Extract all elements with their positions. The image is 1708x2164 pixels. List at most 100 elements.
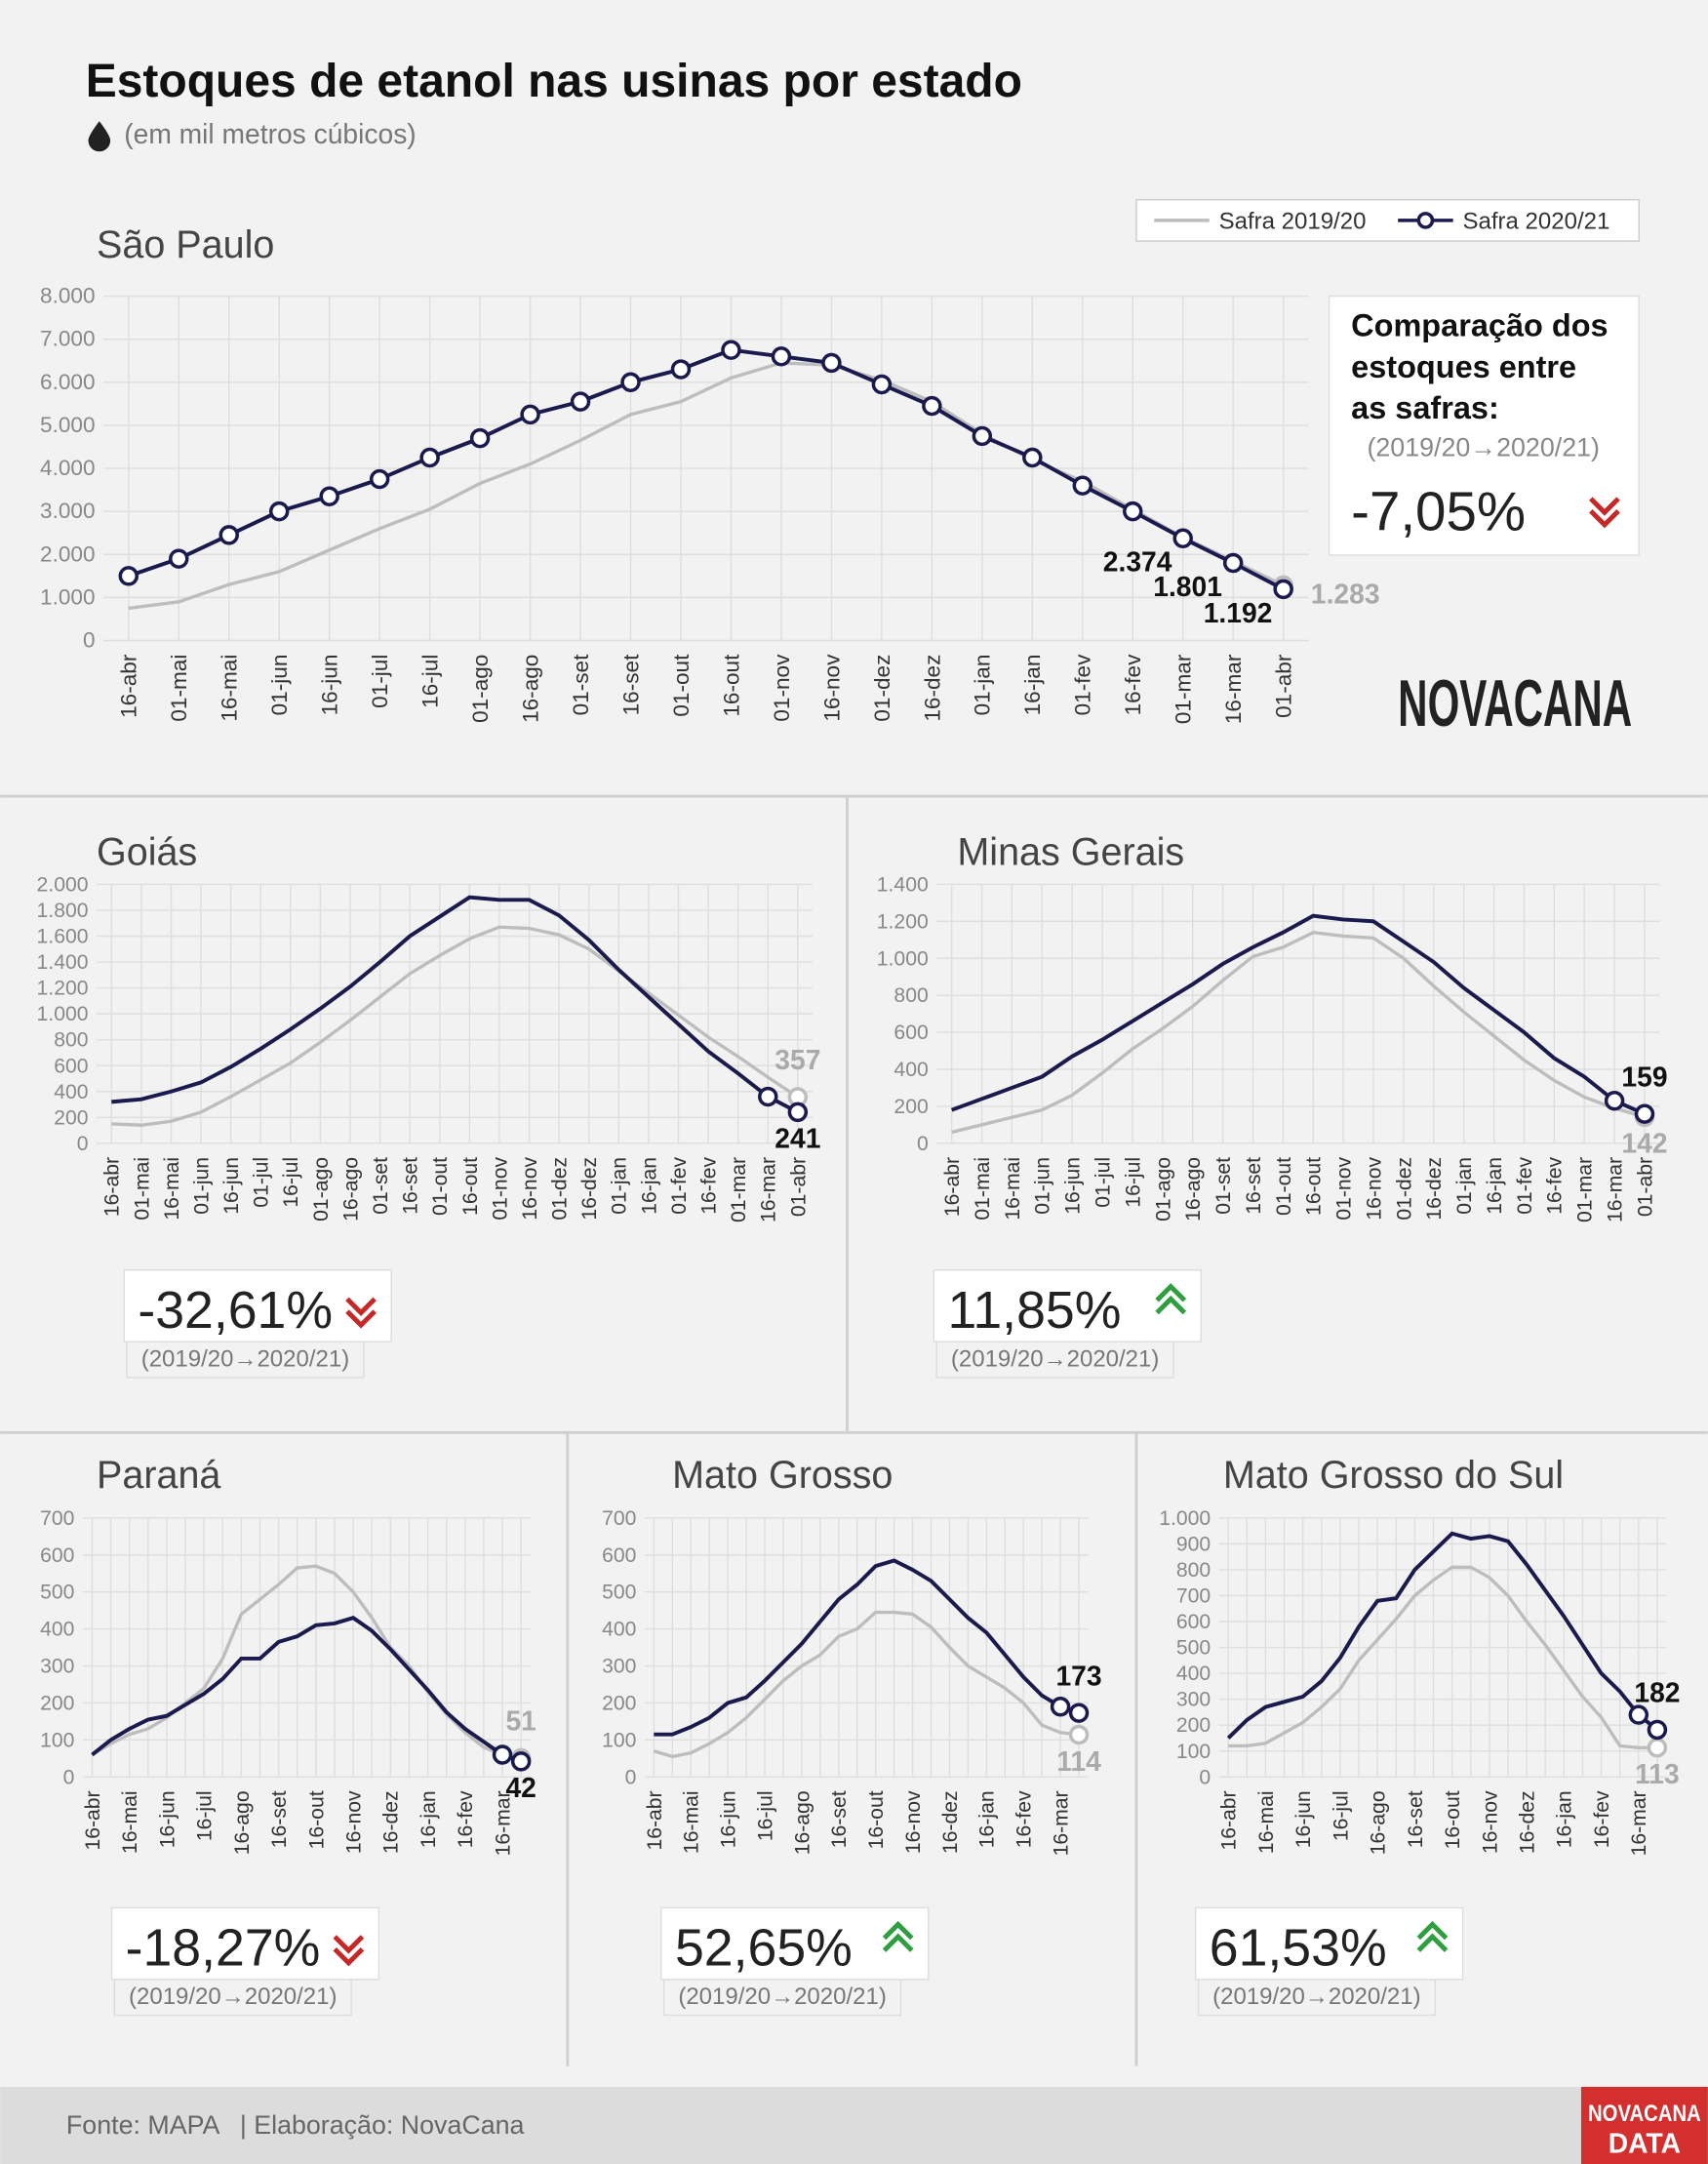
x-tick-label: 01-set <box>1212 1157 1235 1215</box>
x-tick-label: 16-jul <box>1330 1790 1352 1841</box>
series-line <box>950 913 1646 1116</box>
page-subtitle: (em mil metros cúbicos) <box>124 118 416 149</box>
x-tick-label: 16-fev <box>455 1790 477 1848</box>
x-tick-label: 16-ago <box>339 1157 362 1222</box>
y-tick-label: 1.400 <box>37 951 89 974</box>
point-marker <box>1647 1738 1668 1758</box>
y-tick-label: 300 <box>602 1656 636 1678</box>
x-tick-label: 16-dez <box>578 1157 601 1221</box>
point-marker <box>1068 1703 1090 1723</box>
x-tick-label: 01-set <box>370 1157 392 1215</box>
comparison-change: -32,61% <box>138 1281 333 1340</box>
x-tick-label: 01-jul <box>251 1157 273 1208</box>
y-tick-label: 1.000 <box>877 947 929 970</box>
point-marker <box>118 566 139 586</box>
x-tick-label: 16-jan <box>976 1790 999 1848</box>
x-tick-label: 01-set <box>569 654 593 715</box>
comparison-box <box>110 1906 380 1981</box>
x-tick-label: 01-jul <box>368 655 392 708</box>
y-tick-label: 800 <box>54 1029 88 1052</box>
chart-title: Mato Grosso do Sul <box>1223 1454 1564 1497</box>
y-tick-label: 800 <box>894 984 928 1007</box>
trend-arrow <box>1155 1295 1187 1315</box>
y-tick-label: 1.600 <box>37 926 89 948</box>
y-tick-label: 200 <box>54 1106 88 1129</box>
x-tick-label: 16-nov <box>819 654 844 722</box>
x-tick-label: 16-mai <box>681 1790 703 1854</box>
value-label: 1.283 <box>1311 578 1380 609</box>
comparison-period: (2019/20→2020/21) <box>1212 1984 1421 2010</box>
x-tick-label: 16-mai <box>218 655 242 722</box>
value-label: 42 <box>505 1772 536 1803</box>
value-label: 1.192 <box>1204 597 1273 628</box>
x-tick-label: 16-jun <box>1062 1157 1085 1215</box>
comparison-period-box <box>126 1335 365 1379</box>
y-tick-label: 7.000 <box>40 327 96 351</box>
point-marker <box>1172 528 1193 549</box>
y-tick-label: 200 <box>894 1096 928 1118</box>
x-tick-label: 16-fev <box>697 1157 720 1215</box>
x-tick-label: 16-ago <box>231 1790 254 1855</box>
x-tick-label: 01-nov <box>770 654 794 722</box>
chart-title: Goiás <box>97 831 197 874</box>
y-tick-label: 2.000 <box>37 873 89 896</box>
point-marker <box>510 1751 532 1772</box>
x-tick-label: 16-jan <box>638 1157 660 1215</box>
x-tick-label: 01-jul <box>1092 1157 1114 1208</box>
y-tick-label: 500 <box>602 1582 636 1604</box>
point-marker <box>319 486 339 506</box>
trend-arrow <box>345 1309 377 1329</box>
x-tick-label: 16-jun <box>220 1157 243 1215</box>
comparison-change: -18,27% <box>126 1919 321 1978</box>
y-tick-label: 100 <box>602 1729 636 1751</box>
x-tick-label: 16-dez <box>380 1790 403 1854</box>
point-marker <box>1273 579 1293 600</box>
value-label: 182 <box>1634 1677 1680 1708</box>
value-label: 142 <box>1621 1128 1667 1159</box>
x-tick-label: 01-jan <box>609 1157 631 1215</box>
x-tick-label: 16-mar <box>1605 1157 1627 1222</box>
y-tick-label: 400 <box>602 1619 636 1641</box>
x-tick-label: 16-set <box>400 1157 422 1215</box>
trend-arrow <box>1589 497 1620 516</box>
trend-arrow <box>1155 1283 1187 1302</box>
y-tick-label: 400 <box>1176 1663 1211 1685</box>
x-tick-label: 16-set <box>828 1790 851 1848</box>
comparison-period: (2019/20→2020/21) <box>141 1346 350 1373</box>
series-line <box>91 1616 522 1764</box>
comparison-title: as safras: <box>1351 390 1499 425</box>
trend-arrow <box>882 1920 914 1941</box>
x-tick-label: 16-out <box>1442 1790 1464 1849</box>
point-marker <box>1050 1696 1071 1717</box>
point-marker <box>1068 1724 1090 1745</box>
point-marker <box>871 374 893 395</box>
x-tick-label: 01-fev <box>668 1157 691 1215</box>
y-tick-label: 3.000 <box>40 499 96 523</box>
chart-title: Paraná <box>97 1454 220 1497</box>
x-tick-label: 16-jun <box>318 655 342 716</box>
x-tick-label: 16-mai <box>161 1157 183 1221</box>
x-tick-label: 01-mar <box>1574 1157 1597 1222</box>
y-tick-label: 900 <box>1176 1533 1211 1555</box>
x-tick-label: 01-dez <box>1393 1157 1415 1221</box>
y-tick-label: 6.000 <box>40 370 96 394</box>
y-tick-label: 700 <box>1176 1585 1211 1608</box>
y-tick-label: 200 <box>1176 1714 1211 1737</box>
x-tick-label: 16-out <box>305 1790 328 1849</box>
x-tick-label: 01-ago <box>310 1157 333 1222</box>
x-tick-label: 01-abr <box>787 1157 810 1217</box>
x-tick-label: 16-jan <box>1554 1790 1576 1848</box>
point-marker <box>570 391 591 412</box>
point-marker <box>1634 1103 1655 1124</box>
x-tick-label: 16-mai <box>1255 1790 1278 1854</box>
x-tick-label: 16-abr <box>117 654 141 718</box>
y-tick-label: 1.000 <box>1159 1507 1211 1530</box>
y-tick-label: 700 <box>602 1507 636 1530</box>
chart-title: Minas Gerais <box>957 831 1184 874</box>
x-tick-label: 01-jan <box>971 655 995 716</box>
x-tick-label: 01-mar <box>728 1157 750 1222</box>
legend-marker <box>1416 212 1435 229</box>
x-tick-label: 01-out <box>669 654 694 717</box>
x-tick-label: 16-abr <box>101 1157 124 1217</box>
page-title: Estoques de etanol nas usinas por estado <box>86 56 1022 107</box>
